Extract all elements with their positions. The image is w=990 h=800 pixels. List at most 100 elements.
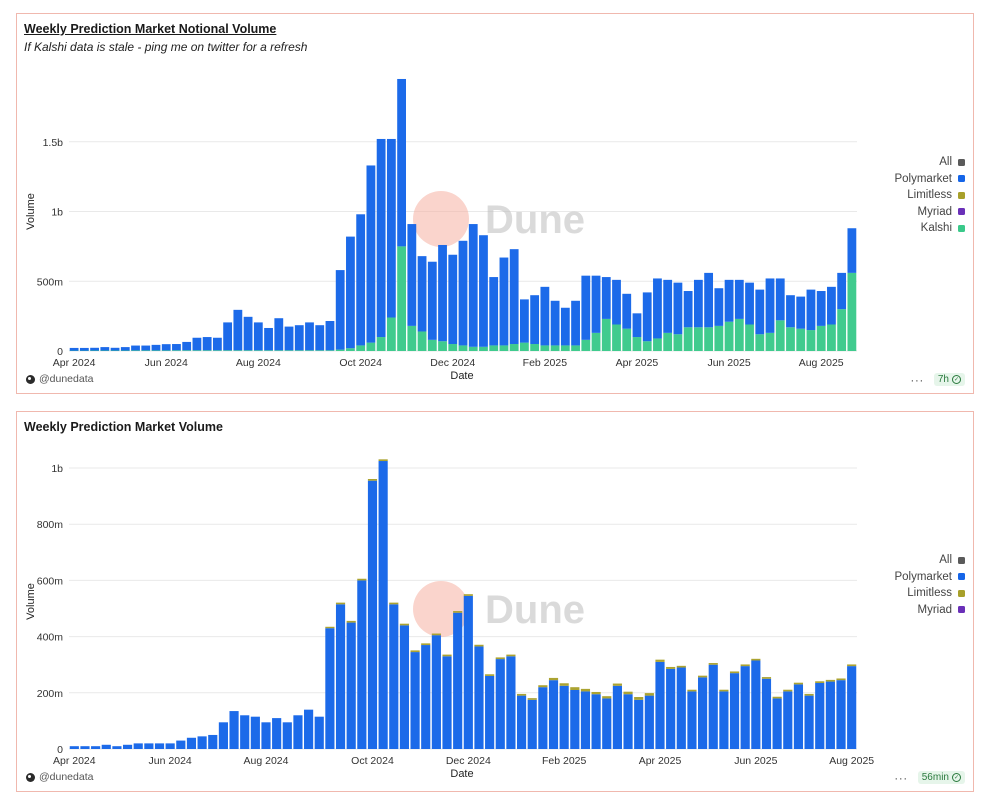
bar-polymarket: [765, 278, 775, 333]
legend-label: Kalshi: [920, 222, 952, 234]
legend-label: Myriad: [917, 603, 952, 616]
bar-polymarket: [144, 743, 154, 749]
bar-limitless: [825, 679, 835, 682]
bar-kalshi: [786, 327, 795, 351]
author-handle: @dunedata: [39, 771, 94, 783]
bar-kalshi: [212, 350, 222, 351]
refresh-age: 56min: [921, 772, 949, 783]
legend-item-limitless[interactable]: Limitless: [894, 187, 965, 204]
legend-swatch: [958, 191, 965, 199]
bar-polymarket: [110, 347, 120, 351]
legend-item-polymarket[interactable]: Polymarket: [894, 171, 965, 188]
bar-limitless: [612, 683, 622, 686]
bar-kalshi: [806, 330, 816, 351]
bar-polymarket: [314, 716, 324, 749]
bar-polymarket: [663, 279, 673, 333]
bar-polymarket: [623, 694, 633, 749]
bar-limitless: [389, 602, 399, 605]
bar-polymarket: [284, 326, 294, 351]
bar-polymarket: [783, 691, 793, 749]
bar-polymarket: [548, 680, 559, 749]
bar-polymarket: [186, 737, 197, 749]
x-tick-label: Jun 2024: [145, 357, 188, 369]
legend-item-limitless[interactable]: Limitless: [894, 585, 965, 602]
bar-polymarket: [366, 165, 376, 343]
author-credit[interactable]: @dunedata: [26, 771, 93, 783]
legend-label: Limitless: [907, 587, 952, 599]
bar-polymarket: [755, 289, 765, 335]
more-options-icon[interactable]: ···: [894, 770, 908, 785]
bar-polymarket: [79, 347, 89, 351]
bar-kalshi: [366, 342, 376, 351]
bar-polymarket: [431, 635, 441, 749]
bar-limitless: [761, 677, 772, 679]
bar-polymarket: [499, 257, 509, 346]
bar-limitless: [410, 650, 420, 653]
bar-polymarket: [666, 668, 676, 749]
more-options-icon[interactable]: ···: [910, 372, 924, 387]
legend-item-polymarket[interactable]: Polymarket: [894, 569, 965, 586]
bar-polymarket: [346, 622, 356, 749]
bar-limitless: [538, 685, 548, 688]
bar-kalshi: [325, 350, 335, 351]
legend-item-myriad[interactable]: Myriad: [894, 602, 965, 619]
volume-chart: 0 200m 400m 600m 800m 1b Dune Apr 2024 Jun 2024 A…: [25, 459, 874, 780]
bar-kalshi: [305, 350, 314, 351]
bar-limitless: [399, 623, 410, 626]
x-tick-label: Aug 2025: [799, 357, 844, 369]
bar-polymarket: [357, 580, 367, 749]
bar-polymarket: [367, 480, 378, 749]
bar-polymarket: [804, 695, 814, 749]
bar-limitless: [740, 664, 750, 667]
bar-polymarket: [612, 279, 621, 325]
bar-polymarket: [172, 344, 181, 351]
bar-polymarket: [386, 138, 396, 318]
bar-polymarket: [304, 709, 314, 749]
bar-polymarket: [376, 138, 386, 338]
dune-avatar-icon: [26, 772, 35, 782]
bar-polymarket: [282, 722, 292, 749]
x-tick-label: Feb 2025: [523, 357, 568, 369]
bar-polymarket: [131, 345, 140, 351]
bar-limitless: [559, 683, 569, 686]
bar-kalshi: [704, 327, 714, 351]
bar-polymarket: [69, 347, 79, 351]
bar-polymarket: [399, 625, 410, 749]
bar-kalshi: [724, 321, 734, 351]
bar-polymarket: [632, 313, 642, 338]
bar-polymarket: [729, 673, 740, 749]
y-tick-label: 1b: [51, 463, 63, 475]
legend-item-myriad[interactable]: Myriad: [894, 204, 965, 221]
bar-kalshi: [264, 350, 273, 351]
legend-item-all[interactable]: All: [894, 552, 965, 569]
refresh-status-badge[interactable]: 7h ✓: [933, 373, 965, 386]
bar-kalshi: [438, 341, 447, 351]
bar-polymarket: [122, 744, 133, 749]
legend-swatch: [958, 158, 965, 166]
bar-polymarket: [305, 322, 314, 351]
bar-kalshi: [356, 345, 366, 351]
legend-item-all[interactable]: All: [894, 154, 965, 171]
bar-polymarket: [602, 698, 612, 749]
bar-polymarket: [550, 300, 560, 346]
bar-limitless: [783, 689, 793, 692]
bar-polymarket: [527, 699, 537, 749]
bar-limitless: [602, 696, 612, 699]
legend-item-kalshi[interactable]: Kalshi: [894, 220, 965, 237]
bar-limitless: [453, 611, 463, 613]
bar-polymarket: [837, 272, 847, 310]
bar-polymarket: [676, 667, 686, 749]
bar-kalshi: [560, 345, 570, 351]
bar-polymarket: [197, 736, 207, 749]
bar-polymarket: [806, 289, 816, 331]
y-axis-title: Volume: [25, 583, 37, 620]
bar-kalshi: [847, 272, 857, 351]
dune-watermark: Dune: [413, 581, 585, 637]
bar-kalshi: [397, 246, 406, 351]
bar-polymarket: [489, 277, 499, 346]
bar-polymarket: [793, 684, 804, 749]
bar-polymarket: [704, 272, 714, 328]
refresh-status-badge[interactable]: 56min ✓: [917, 771, 965, 784]
author-credit[interactable]: @dunedata: [26, 373, 93, 385]
chart-title-link[interactable]: Weekly Prediction Market Notional Volume: [24, 22, 277, 36]
